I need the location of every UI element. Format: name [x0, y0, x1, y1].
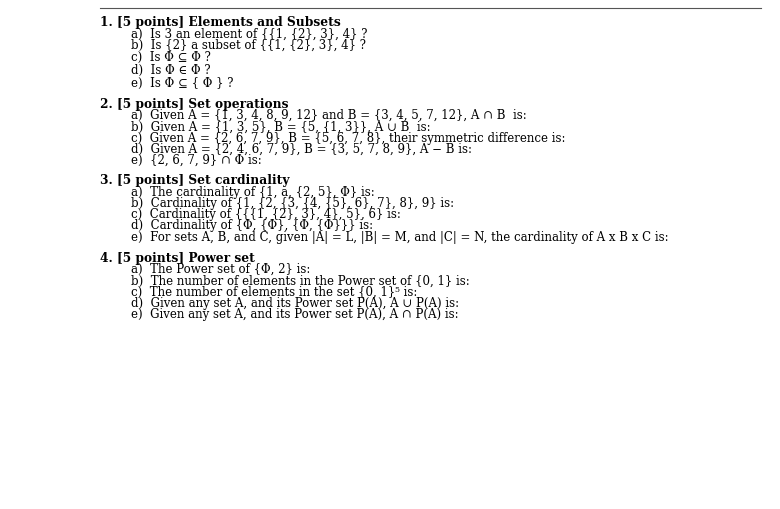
Text: b)  Cardinality of {1, {2, {3, {4, {5}, 6}, 7}, 8}, 9} is:: b) Cardinality of {1, {2, {3, {4, {5}, 6…: [131, 196, 454, 209]
Text: a)  The Power set of {Φ, 2} is:: a) The Power set of {Φ, 2} is:: [131, 263, 310, 275]
Text: 4. [5 points] Power set: 4. [5 points] Power set: [100, 251, 255, 264]
Text: b)  Is {2} a subset of {{1, {2}, 3}, 4} ?: b) Is {2} a subset of {{1, {2}, 3}, 4} ?: [131, 39, 366, 51]
Text: c)  Given A = {2, 6, 7, 9}, B = {5, 6, 7, 8}, their symmetric difference is:: c) Given A = {2, 6, 7, 9}, B = {5, 6, 7,…: [131, 131, 566, 144]
Text: e)  {2, 6, 7, 9} ∩ Φ is:: e) {2, 6, 7, 9} ∩ Φ is:: [131, 154, 262, 166]
Text: d)  Is Φ ∈ Φ ?: d) Is Φ ∈ Φ ?: [131, 64, 211, 77]
Text: d)  Given any set A, and its Power set P(A), A ∪ P(A) is:: d) Given any set A, and its Power set P(…: [131, 296, 459, 309]
Text: d)  Cardinality of {Φ, {Φ}, {Φ, {Φ}}} is:: d) Cardinality of {Φ, {Φ}, {Φ, {Φ}}} is:: [131, 219, 373, 232]
Text: a)  Given A = {1, 3, 4, 8, 9, 12} and B = {3, 4, 5, 7, 12}, A ∩ B  is:: a) Given A = {1, 3, 4, 8, 9, 12} and B =…: [131, 109, 526, 122]
Text: c)  Is Φ ⊆ Φ ?: c) Is Φ ⊆ Φ ?: [131, 51, 211, 64]
Text: a)  Is 3 an element of {{1, {2}, 3}, 4} ?: a) Is 3 an element of {{1, {2}, 3}, 4} ?: [131, 27, 367, 40]
Text: e)  Given any set A, and its Power set P(A), A ∩ P(A) is:: e) Given any set A, and its Power set P(…: [131, 307, 459, 320]
Text: 2. [5 points] Set operations: 2. [5 points] Set operations: [100, 98, 289, 110]
Text: e)  For sets A, B, and C, given |A| = L, |B| = M, and |C| = N, the cardinality o: e) For sets A, B, and C, given |A| = L, …: [131, 230, 668, 243]
Text: 3. [5 points] Set cardinality: 3. [5 points] Set cardinality: [100, 174, 289, 187]
Text: c)  Cardinality of {{{1, {2}, 3}, 4}, 5}, 6} is:: c) Cardinality of {{{1, {2}, 3}, 4}, 5},…: [131, 208, 401, 220]
Text: e)  Is Φ ⊆ { Φ } ?: e) Is Φ ⊆ { Φ } ?: [131, 77, 233, 90]
Text: d)  Given A = {2, 4, 6, 7, 9}, B = {3, 5, 7, 8, 9}, A − B is:: d) Given A = {2, 4, 6, 7, 9}, B = {3, 5,…: [131, 143, 472, 155]
Text: 1. [5 points] Elements and Subsets: 1. [5 points] Elements and Subsets: [100, 16, 341, 29]
Text: c)  The number of elements in the set {0, 1}⁵ is:: c) The number of elements in the set {0,…: [131, 285, 417, 298]
Text: b)  Given A = {1, 3, 5}, B = {5, {1, 3}}, A ∪ B  is:: b) Given A = {1, 3, 5}, B = {5, {1, 3}},…: [131, 120, 431, 133]
Text: a)  The cardinality of {1, a, {2, 5}, Φ} is:: a) The cardinality of {1, a, {2, 5}, Φ} …: [131, 185, 375, 198]
Text: b)  The number of elements in the Power set of {0, 1} is:: b) The number of elements in the Power s…: [131, 274, 470, 287]
